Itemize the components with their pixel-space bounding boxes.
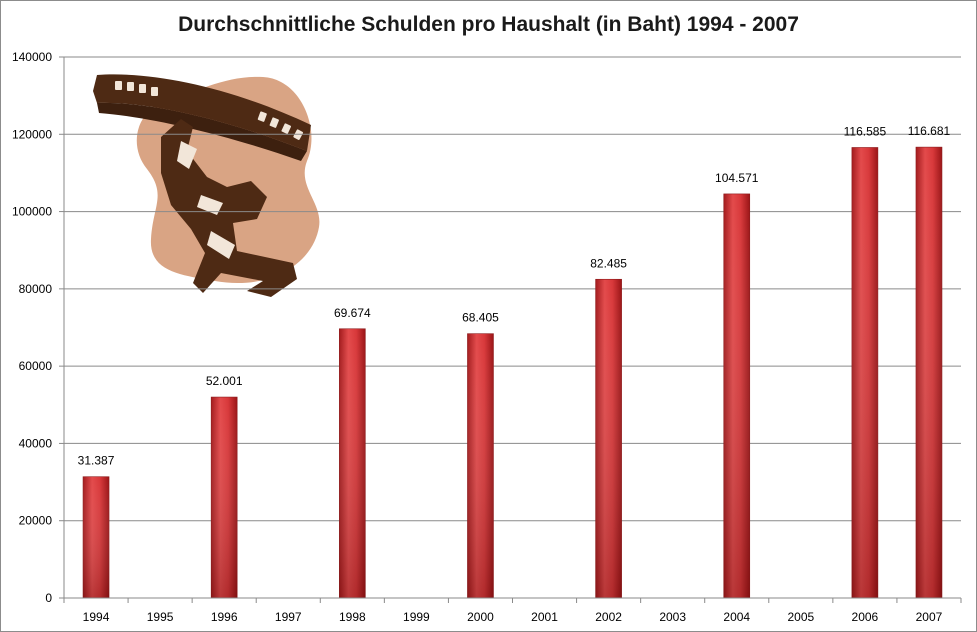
y-tick-label: 60000 <box>19 359 53 373</box>
x-tick-label: 1994 <box>83 610 110 624</box>
data-label: 116.681 <box>908 124 951 138</box>
data-label: 104.571 <box>715 171 759 185</box>
y-tick-label: 0 <box>45 591 52 605</box>
x-tick-label: 1998 <box>339 610 366 624</box>
y-tick-label: 20000 <box>19 514 53 528</box>
y-axis: 0 20000 40000 60000 80000 100000 120000 140000 <box>12 50 65 605</box>
y-tick-label: 120000 <box>12 127 52 141</box>
y-tick-label: 40000 <box>19 436 53 450</box>
x-tick-label: 2002 <box>595 610 622 624</box>
man-carrying-coin-icon <box>93 74 320 297</box>
x-tick-label: 1996 <box>211 610 238 624</box>
x-tick-label: 1999 <box>403 610 430 624</box>
bar-shade <box>851 147 878 599</box>
y-tick-label: 80000 <box>19 282 53 296</box>
y-tick-label: 100000 <box>12 205 52 219</box>
x-tick-label: 1995 <box>147 610 174 624</box>
x-tick-label: 2004 <box>723 610 750 624</box>
data-label: 82.485 <box>590 256 627 270</box>
bar-shade <box>211 397 238 598</box>
data-label: 31.387 <box>78 454 115 468</box>
x-axis: 1994 1995 1996 1997 1998 1999 2000 2001 2002 2003… <box>63 597 962 624</box>
bar-shade <box>83 476 110 598</box>
bar-shade <box>467 333 494 598</box>
x-tick-label: 2003 <box>659 610 686 624</box>
chart-title: Durchschnittliche Schulden pro Haushalt … <box>178 13 799 36</box>
bar-shade <box>915 147 942 599</box>
y-tick-label: 140000 <box>12 50 52 64</box>
x-tick-label: 2006 <box>852 610 879 624</box>
x-tick-label: 1997 <box>275 610 302 624</box>
data-label: 69.674 <box>334 306 371 320</box>
bar-shade <box>339 328 366 598</box>
bar-series <box>82 146 943 599</box>
bar-shade <box>595 279 622 598</box>
x-tick-label: 2007 <box>916 610 943 624</box>
x-tick-label: 2001 <box>531 610 558 624</box>
data-label: 52.001 <box>206 374 243 388</box>
data-label: 68.405 <box>462 311 499 325</box>
data-labels: 31.387 52.001 69.674 68.405 82.485 104.571 116… <box>78 124 951 468</box>
bar-shade <box>723 193 750 598</box>
x-tick-label: 2000 <box>467 610 494 624</box>
data-label: 116.585 <box>844 124 887 138</box>
x-tick-label: 2005 <box>787 610 814 624</box>
